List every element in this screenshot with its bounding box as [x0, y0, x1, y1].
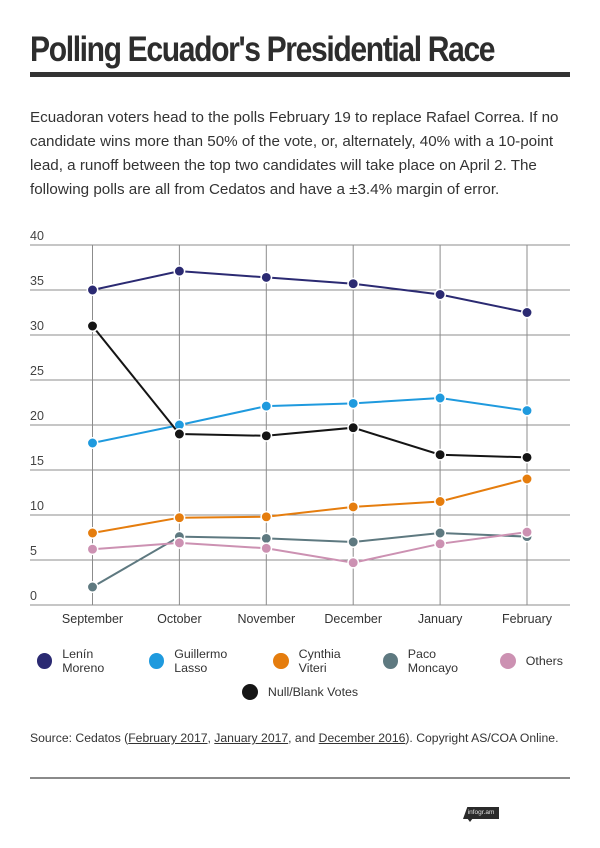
legend-item-paco-moncayo[interactable]: Paco Moncayo	[382, 647, 486, 675]
legend-label: Guillermo Lasso	[174, 647, 228, 675]
legend-item-others[interactable]: Others	[499, 653, 563, 669]
series-line-null-blank-votes	[91, 325, 528, 459]
data-point-guillermo-lasso[interactable]	[434, 392, 447, 404]
data-point-cynthia-viteri[interactable]	[347, 500, 360, 513]
y-axis-labels: 0 5 10 15 20 25 30 35 40	[30, 229, 44, 603]
data-point-others[interactable]	[521, 526, 533, 539]
series-len-n-moreno	[86, 265, 533, 319]
x-tick-label: October	[157, 612, 201, 626]
data-point-guillermo-lasso[interactable]	[86, 437, 99, 449]
page-title: Polling Ecuador's Presidential Race	[30, 30, 496, 69]
data-point-null-blank-votes[interactable]	[521, 451, 533, 464]
data-point-guillermo-lasso[interactable]	[521, 404, 533, 417]
y-tick-label: 20	[30, 409, 44, 423]
data-point-cynthia-viteri[interactable]	[260, 510, 273, 523]
series-others	[86, 526, 533, 569]
y-tick-label: 0	[30, 589, 37, 603]
legend-label: Null/Blank Votes	[267, 685, 359, 699]
source-link-december-2016[interactable]: December 2016	[318, 731, 406, 745]
data-point-len-n-moreno[interactable]	[434, 288, 447, 301]
data-point-cynthia-viteri[interactable]	[86, 527, 99, 539]
x-axis-labels: September October November December January F…	[62, 612, 553, 626]
source-separator: ,	[207, 731, 215, 745]
data-point-cynthia-viteri[interactable]	[434, 495, 447, 508]
data-point-others[interactable]	[347, 556, 360, 569]
title-divider	[30, 72, 570, 77]
legend-row-1: Lenín Moreno Guillermo Lasso Cynthia Viter…	[30, 647, 570, 675]
y-tick-label: 30	[30, 319, 44, 333]
chart-series	[86, 265, 533, 593]
series-null-blank-votes	[86, 320, 533, 464]
legend-item-len-n-moreno[interactable]: Lenín Moreno	[37, 647, 135, 675]
x-tick-label: February	[502, 612, 553, 626]
data-point-len-n-moreno[interactable]	[86, 284, 99, 296]
chart-grid	[30, 244, 570, 606]
data-point-len-n-moreno[interactable]	[173, 265, 186, 278]
legend-label: Lenín Moreno	[62, 647, 105, 675]
data-point-others[interactable]	[434, 537, 447, 550]
series-line-paco-moncayo	[91, 531, 528, 588]
series-line-len-n-moreno	[92, 270, 528, 314]
legend-swatch-icon	[382, 653, 398, 669]
data-point-null-blank-votes[interactable]	[173, 428, 186, 440]
y-tick-label: 15	[30, 454, 44, 468]
legend-item-guillermo-lasso[interactable]: Guillermo Lasso	[148, 647, 259, 675]
y-tick-label: 10	[30, 499, 44, 513]
series-line-guillermo-lasso	[92, 396, 528, 444]
source-link-january-2017[interactable]: January 2017	[214, 731, 289, 745]
data-point-null-blank-votes[interactable]	[434, 448, 447, 461]
x-tick-label: January	[418, 612, 463, 626]
x-tick-label: December	[324, 612, 382, 626]
data-point-paco-moncayo[interactable]	[434, 527, 447, 539]
source-suffix: ). Copyright AS/COA Online.	[405, 731, 559, 745]
legend-swatch-icon	[241, 684, 258, 700]
legend-swatch-icon	[148, 653, 165, 669]
intro-paragraph: Ecuadoran voters head to the polls Febru…	[30, 109, 559, 198]
y-tick-label: 35	[30, 274, 44, 288]
data-point-others[interactable]	[260, 542, 273, 555]
data-point-paco-moncayo[interactable]	[347, 536, 360, 548]
source-link-february-2017[interactable]: February 2017	[128, 731, 208, 745]
data-point-others[interactable]	[173, 536, 186, 549]
x-tick-label: September	[62, 612, 123, 626]
series-line-others	[92, 531, 528, 564]
data-point-cynthia-viteri[interactable]	[173, 511, 186, 524]
legend-item-cynthia-viteri[interactable]: Cynthia Viteri	[273, 647, 368, 675]
line-chart: 0 5 10 15 20 25 30 35 40 September October Novembe…	[30, 229, 570, 626]
data-point-null-blank-votes[interactable]	[347, 421, 360, 434]
legend-item-null-blank-votes[interactable]: Null/Blank Votes	[241, 684, 359, 700]
legend-label: Cynthia Viteri	[298, 647, 341, 675]
series-cynthia-viteri	[86, 473, 533, 539]
y-tick-label: 5	[30, 544, 37, 558]
data-point-null-blank-votes[interactable]	[86, 320, 99, 332]
data-point-len-n-moreno[interactable]	[260, 271, 273, 284]
legend-swatch-icon	[499, 653, 516, 669]
data-point-paco-moncayo[interactable]	[86, 581, 99, 593]
data-point-guillermo-lasso[interactable]	[260, 400, 273, 413]
data-point-len-n-moreno[interactable]	[521, 306, 533, 319]
source-prefix: Source: Cedatos (	[30, 731, 129, 745]
data-point-guillermo-lasso[interactable]	[347, 397, 360, 410]
legend-swatch-icon	[37, 653, 53, 669]
chart-legend: Lenín Moreno Guillermo Lasso Cynthia Viter…	[30, 647, 570, 710]
y-tick-label: 40	[30, 229, 44, 243]
series-guillermo-lasso	[86, 392, 533, 449]
source-note: Source: Cedatos (February 2017, January …	[30, 731, 558, 745]
y-tick-label: 25	[30, 364, 44, 378]
infogram-badge[interactable]: infogr.am	[463, 807, 499, 819]
data-point-paco-moncayo[interactable]	[260, 532, 273, 545]
badge-tail	[467, 818, 473, 822]
x-tick-label: November	[237, 612, 295, 626]
legend-row-2: Null/Blank Votes	[30, 679, 570, 705]
footer-divider	[30, 777, 570, 779]
legend-label: Paco Moncayo	[407, 647, 459, 675]
data-point-null-blank-votes[interactable]	[260, 429, 273, 442]
legend-swatch-icon	[273, 653, 289, 669]
data-point-cynthia-viteri[interactable]	[521, 473, 533, 485]
source-separator: , and	[288, 731, 319, 745]
data-point-len-n-moreno[interactable]	[347, 277, 360, 290]
data-point-others[interactable]	[86, 543, 99, 556]
legend-label: Others	[525, 654, 563, 668]
series-line-cynthia-viteri	[92, 478, 528, 534]
